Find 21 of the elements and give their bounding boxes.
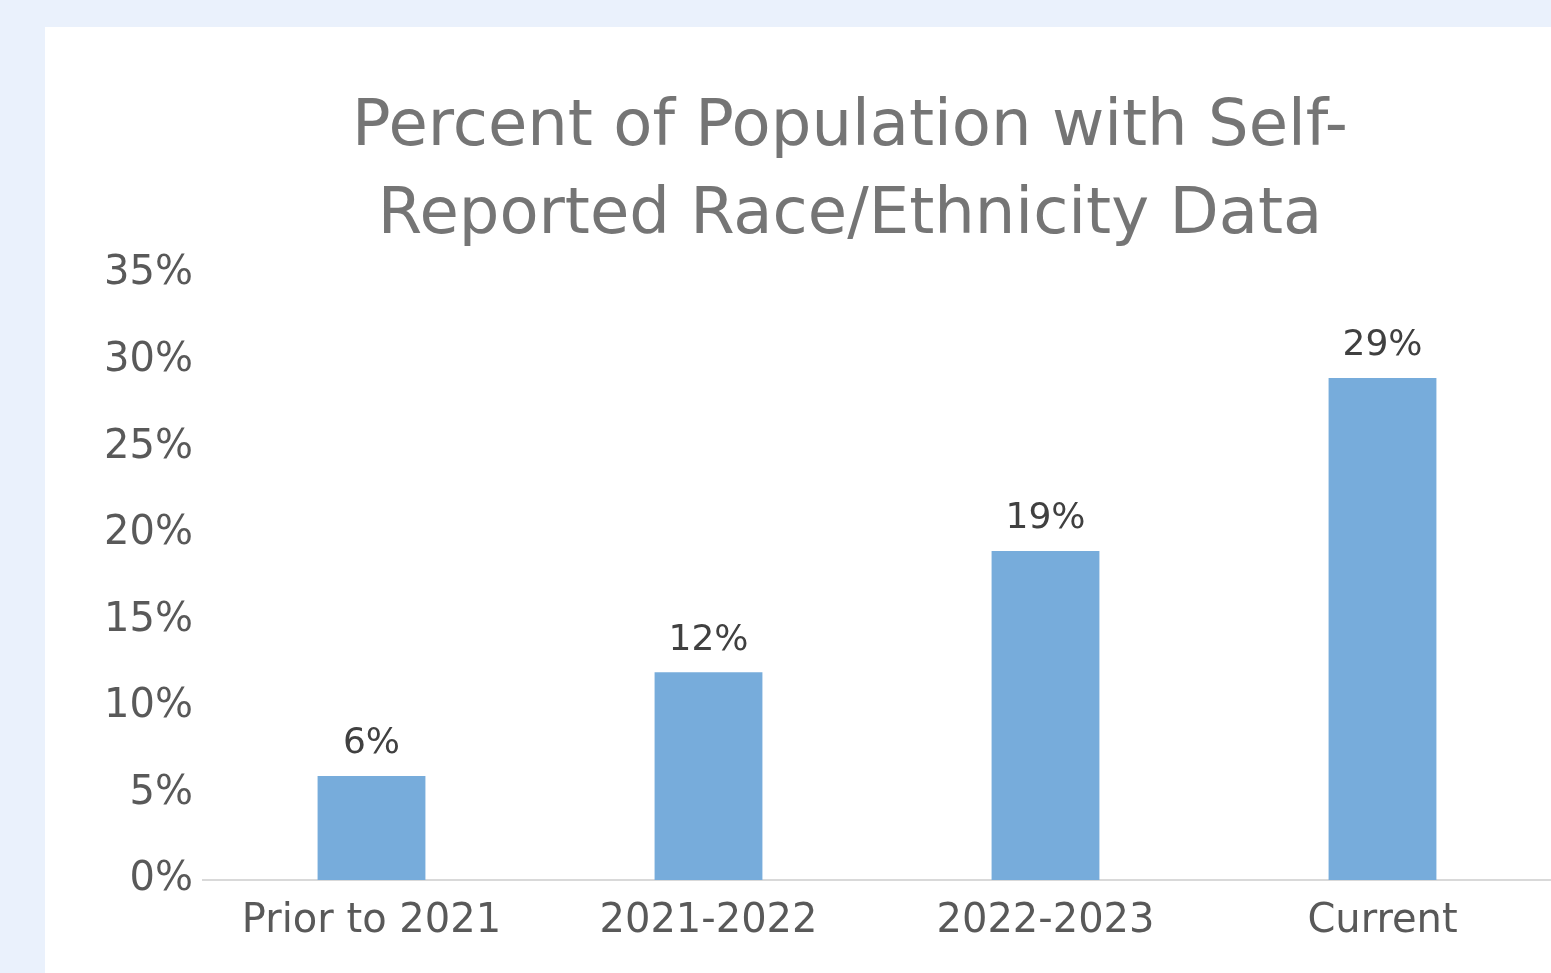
data-label: 12% (668, 616, 749, 658)
y-tick-label: 5% (129, 766, 193, 813)
y-tick-label: 30% (104, 333, 193, 380)
bar (1328, 377, 1437, 880)
x-tick-label: 2021-2022 (599, 895, 818, 942)
y-tick-label: 15% (104, 593, 193, 640)
bar (654, 672, 763, 880)
bar (991, 551, 1100, 880)
y-tick-label: 10% (104, 680, 193, 727)
chart-title: Percent of Population with Self-Reported Race/Ethnicity Data (351, 85, 1349, 250)
data-label: 6% (342, 720, 401, 762)
x-tick-label: Prior to 2021 (241, 895, 502, 942)
y-tick-label: 25% (104, 420, 193, 467)
y-tick-label: 35% (104, 247, 193, 294)
y-tick-label: 0% (129, 853, 193, 900)
x-tick-label: 2022-2023 (936, 895, 1155, 942)
bar (317, 776, 426, 880)
y-tick-label: 20% (104, 507, 193, 554)
data-label: 19% (1005, 495, 1086, 537)
data-label: 29% (1342, 322, 1423, 364)
x-tick-label: Current (1307, 895, 1458, 942)
